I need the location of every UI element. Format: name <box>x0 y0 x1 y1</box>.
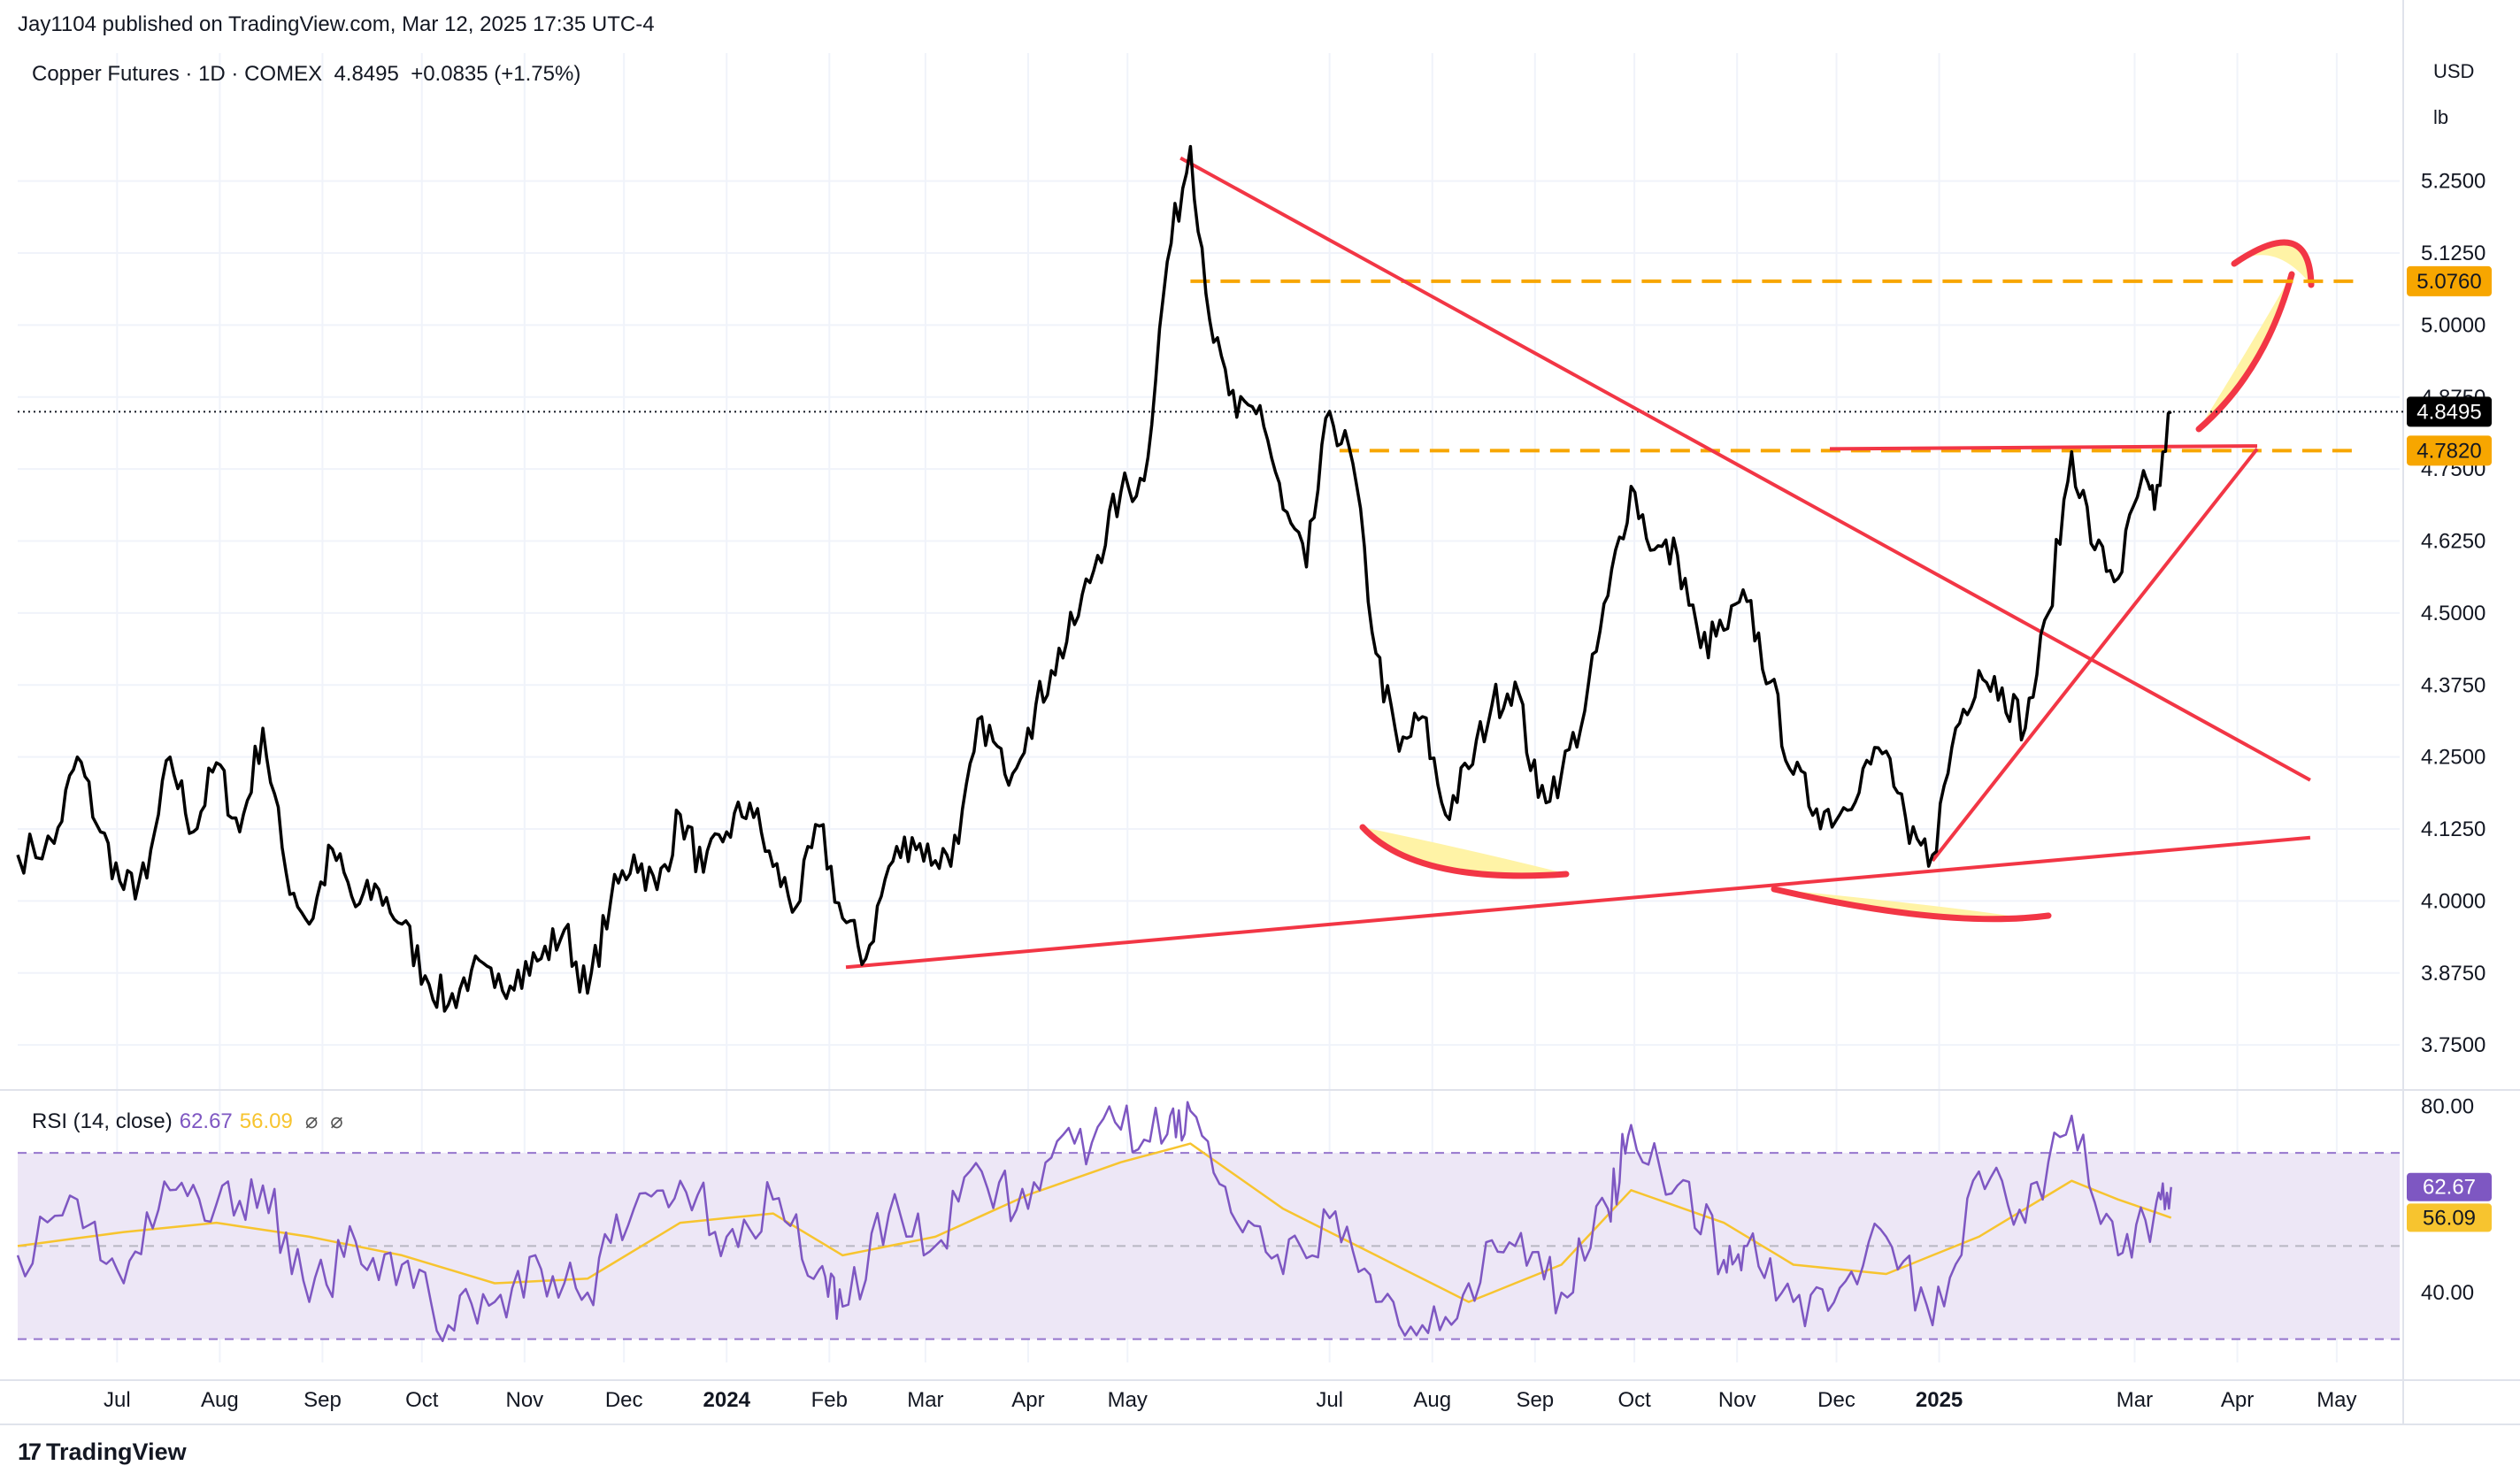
rsi-ma-value: 56.09 <box>239 1109 293 1133</box>
time-tick-label: Apr <box>1011 1388 1044 1412</box>
price-tick-label: 5.2500 <box>2421 170 2485 194</box>
unit-selector[interactable]: lb <box>2409 106 2499 138</box>
time-tick-label: Jul <box>104 1388 131 1412</box>
time-tick-label: Oct <box>1617 1388 1651 1412</box>
price-tick-label: 4.6250 <box>2421 530 2485 554</box>
rsi-legend[interactable]: RSI (14, close) 62.67 56.09 ⌀ ⌀ <box>32 1109 343 1134</box>
rsi-axis-label-box <box>2407 1172 2492 1201</box>
price-axis-label: 5.0760 <box>2416 270 2481 294</box>
last-price: 4.8495 <box>334 62 399 86</box>
price-tick-label: 3.7500 <box>2421 1033 2485 1057</box>
currency-label: USD <box>2433 60 2475 82</box>
annotation-curve <box>2231 239 2315 288</box>
price-tick-label: 4.5000 <box>2421 602 2485 625</box>
time-tick-label: Nov <box>506 1388 544 1412</box>
price-axis-label: 4.8495 <box>2416 400 2481 424</box>
trend-line[interactable] <box>1931 448 2259 863</box>
rsi-tick-label: 80.00 <box>2421 1095 2474 1119</box>
price-axis-label-box <box>2407 396 2492 427</box>
time-tick-label: Aug <box>201 1388 239 1412</box>
time-tick-label: Dec <box>605 1388 643 1412</box>
currency-selector[interactable]: USD <box>2409 60 2499 92</box>
rsi-label: RSI (14, close) <box>32 1109 173 1133</box>
rsi-axis-label-box <box>2407 1203 2492 1232</box>
trend-line[interactable] <box>1179 156 2311 782</box>
time-tick-label: May <box>1108 1388 1148 1412</box>
rsi-axis-label: 56.09 <box>2423 1206 2476 1230</box>
highlight-area <box>2199 274 2292 429</box>
time-tick-label: 2024 <box>703 1388 751 1412</box>
time-tick-label: Sep <box>303 1388 342 1412</box>
price-axis-label: 4.7820 <box>2416 439 2481 463</box>
time-tick-label: Sep <box>1516 1388 1554 1412</box>
time-tick-label: Apr <box>2221 1388 2254 1412</box>
symbol-name: Copper Futures · 1D · COMEX <box>32 62 323 86</box>
annotation-curve <box>1359 824 1570 879</box>
time-tick-label: 2025 <box>1916 1388 1963 1412</box>
price-tick-label: 5.1250 <box>2421 242 2485 265</box>
time-tick-label: Aug <box>1413 1388 1451 1412</box>
unit-label: lb <box>2433 106 2449 128</box>
time-tick-label: Dec <box>1817 1388 1855 1412</box>
price-tick-label: 5.0000 <box>2421 313 2485 337</box>
rsi-axis-label: 62.67 <box>2423 1176 2476 1200</box>
highlight-area <box>1363 827 1557 878</box>
price-tick-label: 4.1250 <box>2421 817 2485 841</box>
rsi-ma-line[interactable] <box>17 1142 2172 1303</box>
price-tick-label: 4.0000 <box>2421 889 2485 913</box>
price-tick-label: 3.8750 <box>2421 962 2485 986</box>
time-tick-label: Nov <box>1718 1388 1756 1412</box>
highlight-area <box>1774 889 2035 920</box>
eye-off-icon[interactable]: ⌀ <box>330 1109 343 1133</box>
time-tick-label: Mar <box>907 1388 943 1412</box>
publish-info: Jay1104 published on TradingView.com, Ma… <box>18 12 655 36</box>
price-series-line[interactable] <box>16 144 2172 1013</box>
rsi-line[interactable] <box>16 1101 2172 1343</box>
tv-logo-icon: 17 <box>18 1439 42 1465</box>
symbol-legend[interactable]: Copper Futures · 1D · COMEX 4.8495 +0.08… <box>32 62 580 87</box>
annotation-curve <box>1771 886 2052 923</box>
time-tick-label: Feb <box>811 1388 848 1412</box>
price-change: +0.0835 (+1.75%) <box>411 62 581 86</box>
time-tick-label: Jul <box>1316 1388 1343 1412</box>
eye-off-icon[interactable]: ⌀ <box>304 1109 319 1133</box>
trend-line[interactable] <box>1830 444 2258 451</box>
tradingview-logo[interactable]: 17 TradingView <box>18 1439 187 1466</box>
price-tick-label: 4.3750 <box>2421 673 2485 697</box>
price-tick-label: 4.2500 <box>2421 746 2485 770</box>
rsi-tick-label: 40.00 <box>2421 1281 2474 1305</box>
rsi-value: 62.67 <box>179 1109 233 1133</box>
annotation-curve <box>2195 271 2295 433</box>
trend-line[interactable] <box>845 835 2311 970</box>
time-tick-label: May <box>2316 1388 2356 1412</box>
price-axis-label-box <box>2407 265 2492 296</box>
time-tick-label: Oct <box>405 1388 439 1412</box>
price-axis-label-box <box>2407 435 2492 466</box>
time-tick-label: Mar <box>2117 1388 2153 1412</box>
brand-name: TradingView <box>46 1439 187 1465</box>
